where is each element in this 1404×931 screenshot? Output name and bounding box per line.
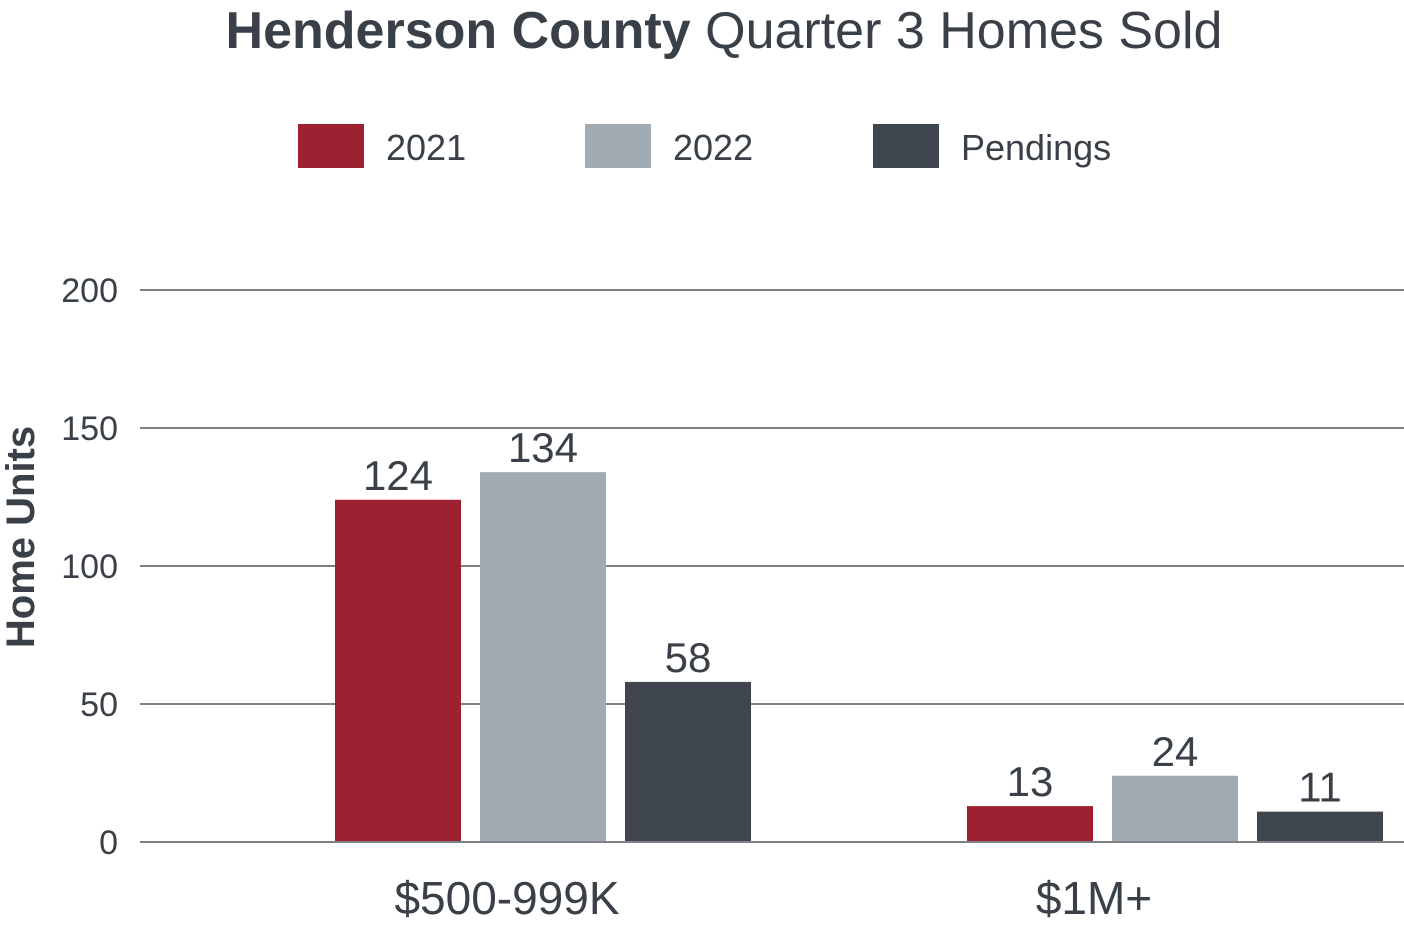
x-tick-label-1: $1M+ (1036, 872, 1152, 924)
legend-swatch-pendings (873, 124, 939, 168)
data-label-2022-0: 134 (508, 424, 578, 471)
y-tick-label-50: 50 (80, 686, 118, 724)
x-tick-label-0: $500-999K (394, 872, 619, 924)
chart-title-regular: Quarter 3 Homes Sold (691, 2, 1223, 60)
bar-2021-1 (967, 806, 1093, 842)
legend-item-2022: 2022 (585, 124, 753, 168)
legend-label-pendings: Pendings (961, 127, 1111, 168)
gridlines (140, 289, 1404, 843)
data-label-2022-1: 24 (1152, 728, 1199, 775)
data-label-2021-0: 124 (363, 452, 433, 499)
chart-title-bold: Henderson County (226, 2, 691, 60)
legend-item-2021: 2021 (298, 124, 466, 168)
data-label-pendings-1: 11 (1298, 764, 1342, 811)
y-tick-label-100: 100 (61, 548, 118, 586)
bar-pendings-0 (625, 681, 751, 842)
y-tick-label-150: 150 (61, 410, 118, 448)
bar-pendings-1 (1257, 811, 1383, 842)
bar-2022-0 (480, 472, 606, 842)
data-labels: 124 134 58 13 24 11 (363, 424, 1342, 810)
legend-label-2022: 2022 (673, 127, 753, 168)
bars (140, 472, 1404, 843)
y-tick-label-0: 0 (99, 824, 118, 862)
y-tick-label-200: 200 (61, 272, 118, 310)
legend-swatch-2021 (298, 124, 364, 168)
chart-title: Henderson County Quarter 3 Homes Sold (226, 2, 1223, 60)
legend-swatch-2022 (585, 124, 651, 168)
legend-item-pendings: Pendings (873, 124, 1111, 168)
bar-2021-0 (335, 499, 461, 842)
y-axis-label: Home Units (0, 426, 43, 648)
data-label-2021-1: 13 (1007, 758, 1054, 805)
y-axis: 0 50 100 150 200 (61, 272, 118, 862)
legend: 2021 2022 Pendings (298, 124, 1111, 168)
bar-2022-1 (1112, 775, 1238, 842)
x-axis: $500-999K $1M+ (394, 872, 1152, 924)
data-label-pendings-0: 58 (665, 634, 712, 681)
legend-label-2021: 2021 (386, 127, 466, 168)
